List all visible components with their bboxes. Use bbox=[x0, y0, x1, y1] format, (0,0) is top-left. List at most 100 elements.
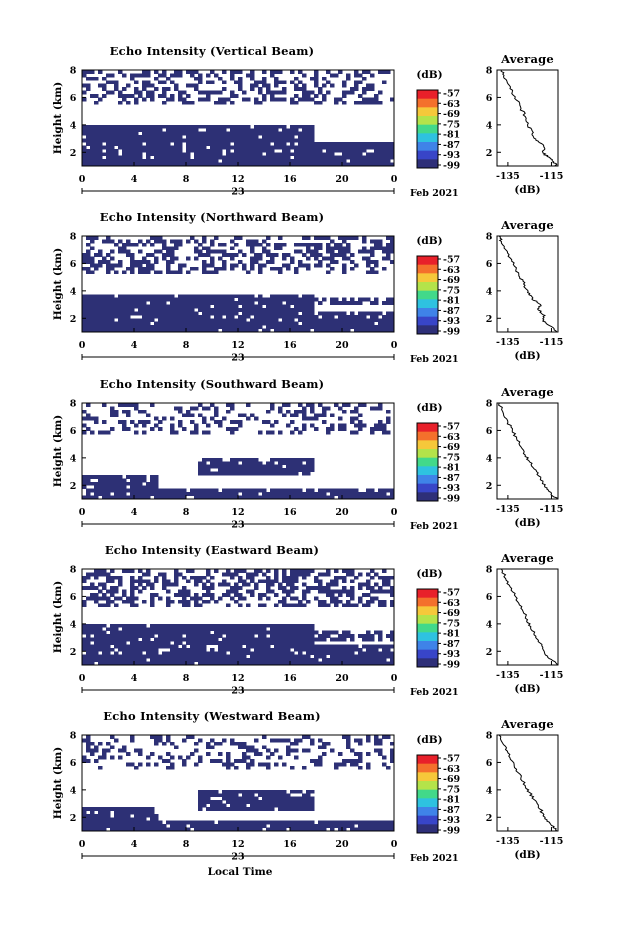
echo-cell bbox=[210, 495, 215, 500]
echo-cell bbox=[98, 824, 103, 828]
echo-cell bbox=[222, 253, 227, 257]
echo-cell bbox=[358, 572, 363, 577]
echo-cell bbox=[294, 294, 299, 299]
echo-cell bbox=[194, 427, 199, 431]
echo-cell bbox=[290, 651, 295, 656]
echo-cell bbox=[138, 135, 143, 139]
echo-cell bbox=[246, 661, 251, 666]
echo-cell bbox=[162, 824, 167, 828]
echo-cell bbox=[138, 308, 143, 312]
echo-cell bbox=[274, 80, 279, 85]
echo-cell bbox=[322, 644, 327, 649]
echo-cell bbox=[294, 789, 299, 794]
echo-cell bbox=[102, 94, 107, 98]
echo-cell bbox=[146, 637, 151, 642]
y-tick-label: 2 bbox=[70, 813, 77, 824]
echo-cell bbox=[158, 142, 163, 146]
echo-cell bbox=[218, 793, 223, 798]
echo-cell bbox=[342, 253, 347, 257]
echo-cell bbox=[202, 325, 207, 329]
echo-cell bbox=[334, 97, 339, 102]
echo-cell bbox=[386, 256, 391, 261]
echo-cell bbox=[130, 478, 135, 483]
x-tick-label: 0 bbox=[391, 340, 398, 351]
echo-cell bbox=[326, 70, 331, 74]
echo-cell bbox=[90, 593, 95, 597]
echo-cell bbox=[202, 644, 207, 649]
echo-cell bbox=[354, 603, 359, 608]
echo-cell bbox=[330, 73, 335, 78]
echo-cell bbox=[202, 824, 207, 828]
echo-cell bbox=[270, 318, 275, 323]
echo-cell bbox=[294, 464, 299, 469]
echo-cell bbox=[114, 661, 119, 666]
echo-cell bbox=[174, 256, 179, 261]
echo-cell bbox=[314, 824, 319, 828]
echo-cell bbox=[118, 318, 123, 323]
echo-cell bbox=[270, 403, 275, 407]
echo-cell bbox=[150, 827, 155, 832]
echo-cell bbox=[114, 641, 119, 645]
echo-cell bbox=[138, 260, 143, 264]
echo-cell bbox=[130, 810, 135, 815]
echo-cell bbox=[130, 658, 135, 662]
echo-cell bbox=[174, 492, 179, 496]
echo-cell bbox=[298, 637, 303, 642]
echo-cell bbox=[290, 661, 295, 666]
echo-cell bbox=[230, 128, 235, 133]
echo-cell bbox=[274, 76, 279, 81]
echo-cell bbox=[218, 266, 223, 271]
echo-cell bbox=[194, 654, 199, 659]
echo-cell bbox=[246, 124, 251, 129]
echo-cell bbox=[322, 654, 327, 659]
echo-cell bbox=[130, 142, 135, 146]
echo-cell bbox=[298, 138, 303, 143]
echo-cell bbox=[150, 301, 155, 305]
echo-cell bbox=[306, 572, 311, 577]
echo-cell bbox=[254, 242, 259, 247]
echo-cell bbox=[162, 148, 167, 153]
echo-cell bbox=[338, 318, 343, 323]
echo-cell bbox=[198, 575, 203, 580]
heatmap-cells bbox=[82, 569, 395, 666]
echo-cell bbox=[334, 253, 339, 257]
echo-cell bbox=[290, 471, 295, 476]
echo-cell bbox=[174, 142, 179, 146]
echo-cell bbox=[210, 651, 215, 656]
echo-cell bbox=[382, 325, 387, 329]
echo-cell bbox=[238, 155, 243, 160]
echo-cell bbox=[210, 263, 215, 268]
average-x-tick-label: -115 bbox=[540, 504, 564, 515]
echo-cell bbox=[118, 131, 123, 136]
echo-cell bbox=[330, 159, 335, 163]
echo-cell bbox=[138, 589, 143, 594]
echo-cell bbox=[206, 155, 211, 160]
echo-cell bbox=[370, 239, 375, 244]
echo-cell bbox=[226, 759, 231, 763]
echo-cell bbox=[182, 596, 187, 601]
echo-cell bbox=[186, 131, 191, 136]
echo-cell bbox=[362, 644, 367, 649]
echo-cell bbox=[98, 135, 103, 139]
echo-cell bbox=[290, 748, 295, 753]
echo-cell bbox=[390, 634, 395, 638]
echo-cell bbox=[194, 304, 199, 309]
echo-cell bbox=[134, 321, 139, 326]
echo-cell bbox=[274, 623, 279, 628]
echo-cell bbox=[122, 124, 127, 129]
echo-cell bbox=[314, 492, 319, 496]
echo-cell bbox=[82, 599, 87, 604]
echo-cell bbox=[94, 827, 99, 832]
echo-cell bbox=[294, 457, 299, 462]
echo-cell bbox=[170, 325, 175, 329]
echo-cell bbox=[286, 148, 291, 153]
echo-cell bbox=[162, 124, 167, 129]
echo-cell bbox=[326, 647, 331, 652]
echo-cell bbox=[330, 647, 335, 652]
echo-cell bbox=[222, 579, 227, 584]
echo-cell bbox=[278, 97, 283, 102]
echo-cell bbox=[206, 457, 211, 462]
echo-cell bbox=[150, 596, 155, 601]
x-tick-label: 0 bbox=[79, 839, 86, 850]
echo-cell bbox=[370, 83, 375, 88]
